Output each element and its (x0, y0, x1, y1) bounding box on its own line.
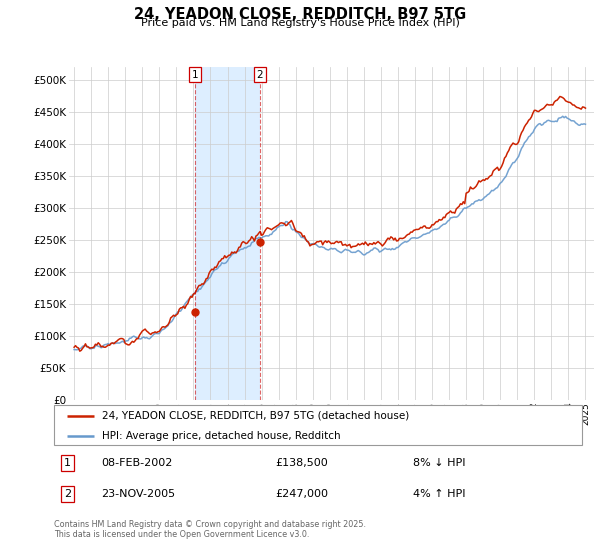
Text: 24, YEADON CLOSE, REDDITCH, B97 5TG (detached house): 24, YEADON CLOSE, REDDITCH, B97 5TG (det… (101, 411, 409, 421)
Text: 2: 2 (257, 70, 263, 80)
Text: £138,500: £138,500 (276, 458, 329, 468)
Text: 1: 1 (64, 458, 71, 468)
Text: Contains HM Land Registry data © Crown copyright and database right 2025.
This d: Contains HM Land Registry data © Crown c… (54, 520, 366, 539)
Text: 8% ↓ HPI: 8% ↓ HPI (413, 458, 466, 468)
Text: £247,000: £247,000 (276, 489, 329, 500)
Text: HPI: Average price, detached house, Redditch: HPI: Average price, detached house, Redd… (101, 431, 340, 441)
Text: 2: 2 (64, 489, 71, 500)
Text: 23-NOV-2005: 23-NOV-2005 (101, 489, 176, 500)
Text: 1: 1 (192, 70, 199, 80)
Text: 08-FEB-2002: 08-FEB-2002 (101, 458, 173, 468)
Text: 4% ↑ HPI: 4% ↑ HPI (413, 489, 466, 500)
Text: 24, YEADON CLOSE, REDDITCH, B97 5TG: 24, YEADON CLOSE, REDDITCH, B97 5TG (134, 7, 466, 22)
Bar (195, 67, 260, 400)
Text: Price paid vs. HM Land Registry's House Price Index (HPI): Price paid vs. HM Land Registry's House … (140, 18, 460, 28)
